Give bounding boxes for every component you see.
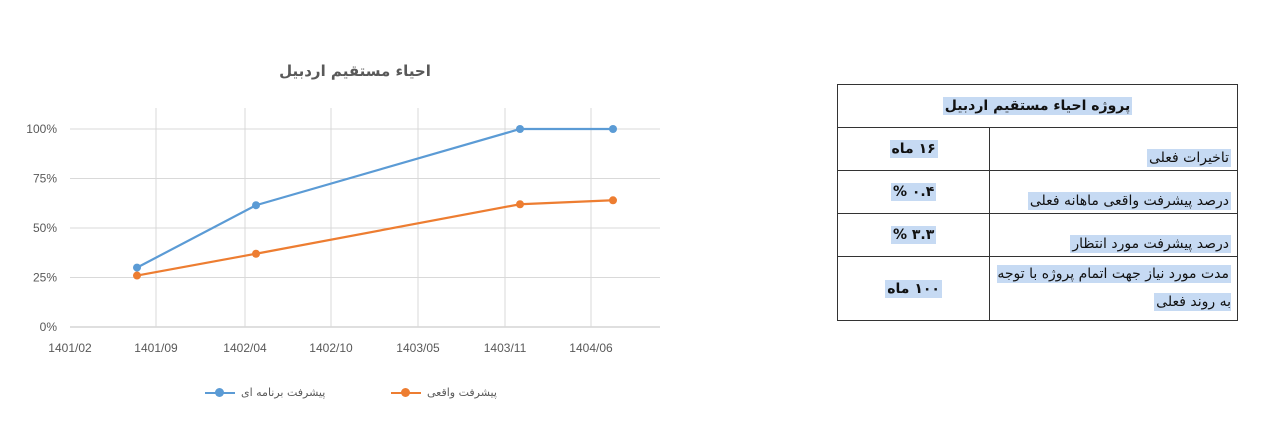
svg-text:1403/11: 1403/11 bbox=[484, 341, 527, 355]
row-label: درصد پیشرفت واقعی ماهانه فعلی bbox=[989, 170, 1238, 214]
svg-text:0%: 0% bbox=[40, 320, 58, 334]
table-title: پروژه احیاء مستقیم اردبیل bbox=[837, 84, 1238, 128]
row-label: درصد پیشرفت مورد انتظار bbox=[989, 213, 1238, 257]
svg-text:50%: 50% bbox=[33, 221, 57, 235]
legend-label-planned: پیشرفت برنامه ای bbox=[241, 386, 326, 399]
table-row: درصد پیشرفت واقعی ماهانه فعلی ۰.۴ % bbox=[836, 170, 1238, 214]
table-row: تاخیرات فعلی ۱۶ ماه bbox=[836, 127, 1238, 171]
legend-item-planned: پیشرفت برنامه ای bbox=[205, 386, 325, 399]
legend-marker-planned bbox=[205, 387, 235, 397]
row-label: تاخیرات فعلی bbox=[989, 127, 1238, 171]
svg-text:100%: 100% bbox=[26, 122, 57, 136]
row-label: مدت مورد نیاز جهت اتمام پروژه با توجه به… bbox=[989, 256, 1238, 321]
svg-text:1403/05: 1403/05 bbox=[396, 341, 440, 355]
row-value: ۰.۴ % bbox=[836, 170, 991, 214]
legend: پیشرفت برنامه ای پیشرفت واقعی bbox=[0, 386, 700, 406]
svg-text:25%: 25% bbox=[33, 271, 57, 285]
svg-text:75%: 75% bbox=[33, 172, 57, 186]
row-value: ۳.۳ % bbox=[836, 213, 991, 257]
plot-area: 0% 25% 50% 75% 100% 1401/02 1401/09 1402/04 1402… bbox=[26, 108, 660, 355]
chart-title: احیاء مستقیم اردبیل bbox=[279, 62, 431, 80]
svg-text:1404/06: 1404/06 bbox=[569, 341, 613, 355]
svg-text:1401/09: 1401/09 bbox=[134, 341, 178, 355]
legend-item-actual: پیشرفت واقعی bbox=[391, 386, 497, 399]
table-row: مدت مورد نیاز جهت اتمام پروژه با توجه به… bbox=[836, 256, 1238, 321]
legend-marker-actual bbox=[391, 387, 421, 397]
row-value: ۱۰۰ ماه bbox=[836, 256, 991, 321]
table-row: درصد پیشرفت مورد انتظار ۳.۳ % bbox=[836, 213, 1238, 257]
legend-label-actual: پیشرفت واقعی bbox=[427, 386, 497, 399]
line-chart: احیاء مستقیم اردبیل 0% 25% 50% 75% 100% 1401/… bbox=[0, 62, 700, 406]
svg-text:1402/10: 1402/10 bbox=[309, 341, 353, 355]
svg-text:1401/02: 1401/02 bbox=[48, 341, 92, 355]
project-summary-table: پروژه احیاء مستقیم اردبیل تاخیرات فعلی ۱… bbox=[836, 84, 1238, 321]
row-value: ۱۶ ماه bbox=[836, 127, 991, 171]
svg-text:1402/04: 1402/04 bbox=[223, 341, 267, 355]
